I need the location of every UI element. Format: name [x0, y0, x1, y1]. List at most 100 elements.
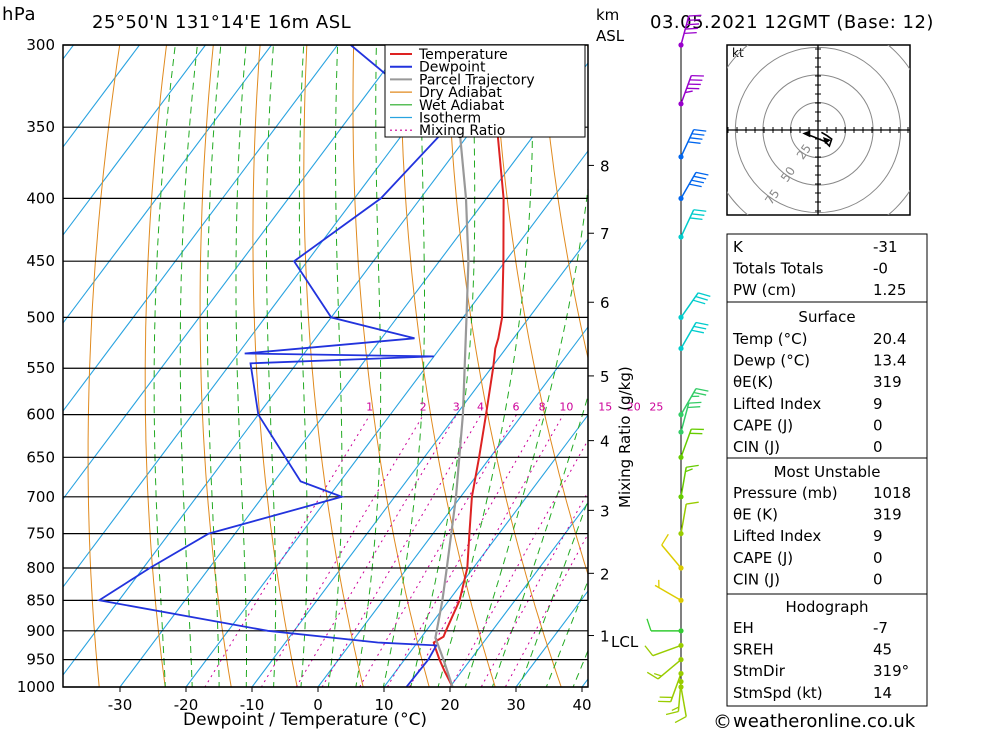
- pressure-tick-label: 350: [26, 118, 55, 136]
- wet-adiabat-line: [266, 8, 276, 713]
- wind-barb-dot: [678, 657, 683, 662]
- legend-entry: Mixing Ratio: [419, 123, 505, 139]
- wind-barb-feather: [694, 326, 706, 329]
- wind-barb-feather: [692, 134, 705, 135]
- wind-barb-feather: [694, 130, 707, 131]
- mixing-ratio-label: 8: [539, 401, 546, 414]
- wind-barb-dot: [678, 315, 683, 320]
- height-tick-label: 2: [600, 565, 610, 583]
- wind-barb-staff: [662, 545, 681, 568]
- wind-barb-dot: [678, 346, 683, 351]
- index-label: CAPE (J): [733, 416, 793, 434]
- pressure-tick-label: 750: [26, 525, 55, 543]
- series-line-temperature: [434, 45, 509, 687]
- wind-barb-feather: [675, 717, 686, 723]
- height-tick-label: 7: [600, 225, 610, 243]
- index-label: θE(K): [733, 373, 773, 391]
- wind-barb-feather: [666, 712, 678, 715]
- mixing-ratio-label: 3: [453, 401, 460, 414]
- wind-barb-dot: [678, 531, 683, 536]
- index-value: 1018: [873, 484, 911, 502]
- index-label: θE (K): [733, 506, 778, 524]
- mixing-ratio-line: [189, 415, 370, 713]
- pressure-tick-label: 550: [26, 359, 55, 377]
- wind-barb-dot: [678, 154, 683, 159]
- mixing-ratio-label: 2: [420, 401, 427, 414]
- wet-adiabat-line: [351, 8, 380, 713]
- dry-adiabat-line: [253, 8, 303, 713]
- isotherm-line: [0, 8, 431, 713]
- wind-barb: [647, 657, 683, 679]
- mixing-ratio-label: 25: [649, 401, 663, 414]
- wind-barb-feather: [686, 24, 699, 25]
- pressure-tick-label: 1000: [17, 678, 55, 696]
- pressure-tick-label: 800: [26, 559, 55, 577]
- wind-barb-feather: [688, 20, 701, 21]
- index-label: EH: [733, 619, 754, 637]
- index-value: 20.4: [873, 330, 906, 348]
- index-value: 319: [873, 506, 902, 524]
- wind-barb-feather: [690, 218, 703, 219]
- wind-barb-feather: [654, 674, 661, 676]
- lcl-label: LCL: [611, 633, 639, 651]
- index-value: 0: [873, 416, 883, 434]
- index-label: CAPE (J): [733, 549, 793, 567]
- index-label: Temp (°C): [732, 330, 807, 348]
- wind-barb-feather: [685, 28, 698, 29]
- wind-barb-feather: [696, 172, 708, 175]
- wind-barb-feather: [684, 33, 697, 34]
- height-tick-label: 3: [600, 502, 610, 520]
- temperature-tick-label: 40: [572, 696, 591, 714]
- wind-barb-feather: [645, 646, 653, 656]
- index-value: 319°: [873, 662, 909, 680]
- wind-barb-staff: [681, 504, 686, 534]
- wind-barb-feather: [689, 184, 701, 187]
- pressure-tick-label: 700: [26, 488, 55, 506]
- index-label: PW (cm): [733, 281, 796, 299]
- wind-barb-dot: [678, 234, 683, 239]
- index-value: 9: [873, 395, 883, 413]
- index-section-title: Hodograph: [785, 598, 868, 616]
- wind-barb: [647, 619, 684, 634]
- mixing-ratio-label: 15: [598, 401, 612, 414]
- wind-barb-dot: [678, 42, 683, 47]
- wind-barb-feather: [696, 322, 708, 325]
- location-title: 25°50'N 131°14'E 16m ASL: [92, 12, 351, 33]
- mixing-ratio-line: [307, 415, 481, 713]
- wind-barb-dot: [678, 429, 683, 434]
- wind-barb-feather: [662, 534, 669, 545]
- wind-barb-feather: [692, 214, 705, 215]
- index-value: 1.25: [873, 281, 906, 299]
- index-label: SREH: [733, 641, 774, 659]
- wind-barb-staff: [681, 210, 694, 237]
- pressure-tick-label: 450: [26, 252, 55, 270]
- wind-profile: [645, 15, 710, 722]
- wind-barb-feather: [686, 465, 699, 467]
- index-value: 13.4: [873, 352, 906, 370]
- wind-barb-feather: [694, 393, 706, 396]
- dry-adiabat-line: [200, 8, 236, 713]
- wind-barb-feather: [692, 180, 704, 183]
- wet-adiabat-line: [180, 8, 201, 713]
- copyright-symbol: ©: [713, 711, 732, 733]
- index-label: StmSpd (kt): [733, 684, 823, 702]
- height-tick-label: 5: [600, 368, 610, 386]
- index-label: K: [733, 238, 744, 256]
- mixing-ratio-label: 10: [559, 401, 573, 414]
- height-tick-label: 6: [600, 294, 610, 312]
- index-label: Lifted Index: [733, 395, 821, 413]
- wind-barb-dot: [678, 628, 683, 633]
- index-label: Lifted Index: [733, 527, 821, 545]
- pressure-tick-label: 600: [26, 406, 55, 424]
- mixing-ratio-line: [467, 415, 631, 713]
- wind-barb: [678, 293, 710, 320]
- pressure-tick-label: 650: [26, 448, 55, 466]
- wind-barb-dot: [678, 494, 683, 499]
- pressure-tick-labels: 3003504004505005506006507007508008509009…: [17, 36, 55, 696]
- wind-barb-feather: [694, 210, 707, 211]
- wind-barb-dot: [678, 412, 683, 417]
- pressure-tick-label: 850: [26, 591, 55, 609]
